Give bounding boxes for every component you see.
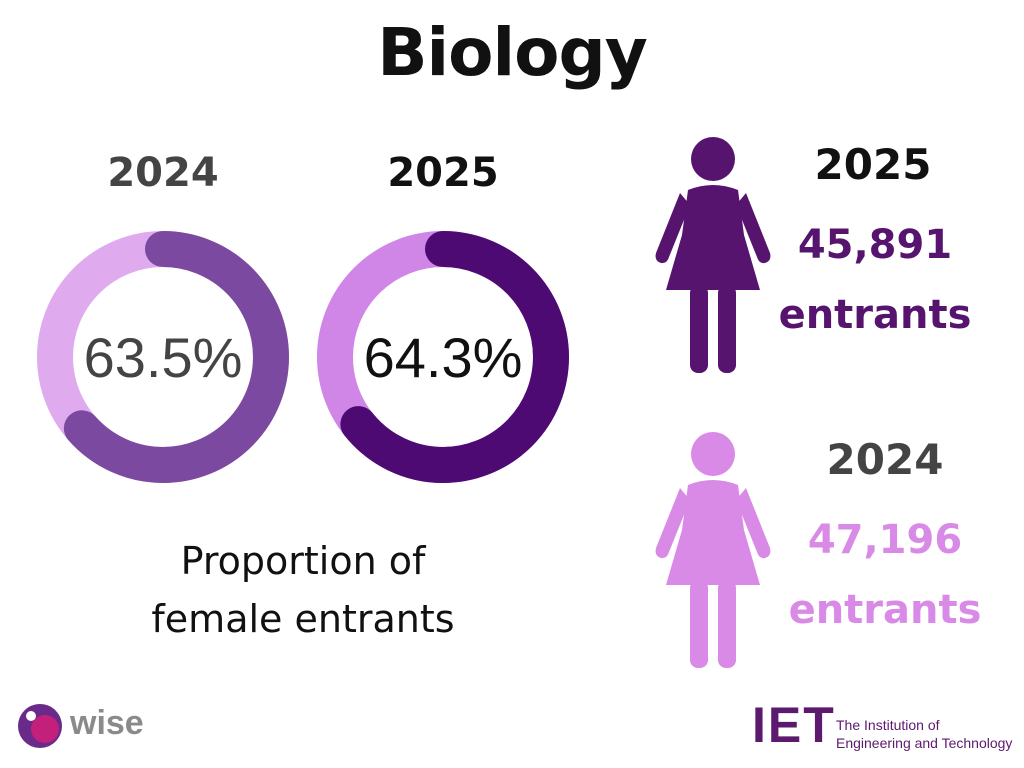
chart-caption: Proportion of female entrants [73, 532, 533, 648]
entrants-year-2025: 2025 [814, 140, 932, 189]
iet-logo-text: The Institution of Engineering and Techn… [836, 716, 1012, 752]
entrants-count-2024: 47,196 [807, 517, 963, 563]
caption-line-1: Proportion of [180, 539, 426, 583]
entrants-label-2024: entrants [788, 587, 982, 633]
chart-title: Biology [377, 14, 648, 91]
donut-year-2025: 2025 [387, 150, 499, 196]
wise-logo-text: wise [70, 704, 144, 742]
donut-value-label-2025: 64.3% [364, 326, 523, 389]
entrants-label-2025: entrants [778, 292, 972, 338]
iet-line-1: The Institution of [836, 717, 940, 733]
donut-year-2024: 2024 [107, 150, 219, 196]
woman-figure-icon [655, 137, 771, 373]
donut-arc-2024 [37, 231, 289, 483]
iet-logo-mark: IET [752, 697, 836, 753]
woman-figure-icon [655, 432, 771, 668]
iet-line-2: Engineering and Technology [836, 735, 1013, 751]
donut-value-label-2024: 63.5% [84, 326, 243, 389]
donut-arc-2025 [317, 231, 569, 483]
caption-line-2: female entrants [151, 597, 455, 641]
entrants-year-2024: 2024 [826, 435, 944, 484]
wise-logo-icon [18, 704, 62, 748]
entrants-count-2025: 45,891 [797, 222, 953, 268]
